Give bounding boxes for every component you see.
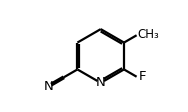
Text: CH₃: CH₃ xyxy=(137,28,159,41)
Text: N: N xyxy=(44,80,53,93)
Text: N: N xyxy=(96,76,106,89)
Text: F: F xyxy=(139,70,147,83)
